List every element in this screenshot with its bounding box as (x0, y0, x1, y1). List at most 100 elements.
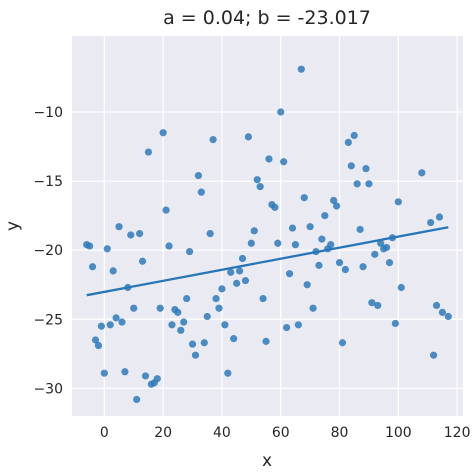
data-point (191, 351, 200, 359)
data-point (377, 239, 385, 247)
data-point (97, 322, 105, 330)
data-point (115, 223, 123, 231)
data-point (247, 239, 255, 247)
data-point (153, 375, 161, 383)
data-point (121, 368, 129, 376)
data-point (230, 335, 238, 343)
data-point (209, 136, 217, 144)
data-point (444, 312, 452, 321)
data-point (280, 158, 288, 166)
data-point (88, 263, 97, 271)
data-point (365, 180, 373, 188)
data-point (288, 224, 297, 232)
data-point (168, 321, 176, 329)
data-point (188, 340, 197, 348)
data-point (100, 369, 108, 377)
data-point (315, 261, 323, 269)
data-point (374, 301, 382, 310)
data-point (430, 351, 438, 359)
data-point (350, 131, 358, 140)
data-point (103, 245, 111, 253)
data-point (130, 304, 138, 312)
data-point (277, 108, 285, 116)
x-tick-labels: 0 20 40 60 80 100 120 (100, 425, 471, 441)
data-point (435, 213, 444, 221)
data-point (138, 257, 147, 265)
data-point (162, 206, 170, 214)
data-point (180, 318, 188, 326)
data-point (159, 129, 167, 137)
data-point (271, 203, 279, 211)
data-point (391, 319, 399, 328)
x-tick-label: 40 (213, 425, 231, 441)
data-point (144, 148, 153, 156)
data-point (136, 230, 144, 238)
data-point (309, 304, 317, 312)
data-point (233, 279, 241, 287)
data-point (294, 321, 302, 329)
data-point (177, 326, 185, 334)
data-point (215, 304, 223, 312)
data-point (238, 254, 247, 263)
data-point (297, 65, 305, 73)
data-point (224, 369, 232, 377)
data-point (221, 321, 229, 329)
y-axis-label: y (3, 221, 23, 231)
data-point (330, 196, 338, 205)
regression-line (86, 226, 449, 297)
data-point (335, 259, 344, 267)
data-point (394, 198, 402, 206)
data-point (397, 283, 405, 292)
data-point (432, 301, 441, 310)
data-point (362, 165, 370, 173)
chart-title: a = 0.04; b = -23.017 (163, 7, 371, 29)
data-point (106, 321, 114, 329)
data-point (274, 239, 282, 247)
data-point (291, 241, 300, 249)
plot-background (72, 36, 463, 416)
data-point (250, 227, 258, 235)
data-point (156, 304, 164, 312)
data-point (94, 341, 103, 350)
data-point (368, 299, 376, 307)
data-point (112, 314, 120, 322)
data-point (133, 395, 141, 404)
data-point (206, 230, 214, 238)
data-point (241, 276, 250, 285)
data-point (118, 318, 126, 326)
data-point (332, 202, 341, 210)
data-point (212, 294, 220, 303)
data-point (218, 285, 226, 293)
data-point (418, 169, 426, 177)
y-tick-labels: −30 −25 −20 −15 −10 (33, 105, 63, 397)
x-tick-label: 20 (154, 425, 172, 441)
data-point (244, 133, 252, 141)
data-point (300, 194, 308, 202)
data-point (338, 339, 347, 347)
data-point (382, 243, 391, 252)
y-tick-label: −10 (33, 105, 63, 121)
data-point (91, 336, 100, 344)
data-point (235, 267, 244, 275)
data-point (259, 294, 267, 303)
data-point (344, 138, 352, 146)
data-point (347, 162, 355, 170)
x-tick-label: 60 (272, 425, 290, 441)
y-tick-label: −20 (33, 243, 63, 259)
data-point (438, 308, 447, 316)
data-point (285, 270, 294, 278)
y-gridlines (72, 111, 463, 389)
data-point (262, 337, 270, 345)
data-points (83, 65, 452, 404)
data-point (385, 259, 394, 267)
data-point (359, 263, 367, 271)
data-point (321, 212, 329, 220)
data-point (185, 247, 194, 256)
data-point (183, 294, 191, 303)
data-point (227, 268, 235, 276)
data-point (200, 339, 208, 347)
data-point (427, 218, 435, 227)
x-axis-label: x (262, 451, 272, 471)
data-point (194, 171, 203, 180)
